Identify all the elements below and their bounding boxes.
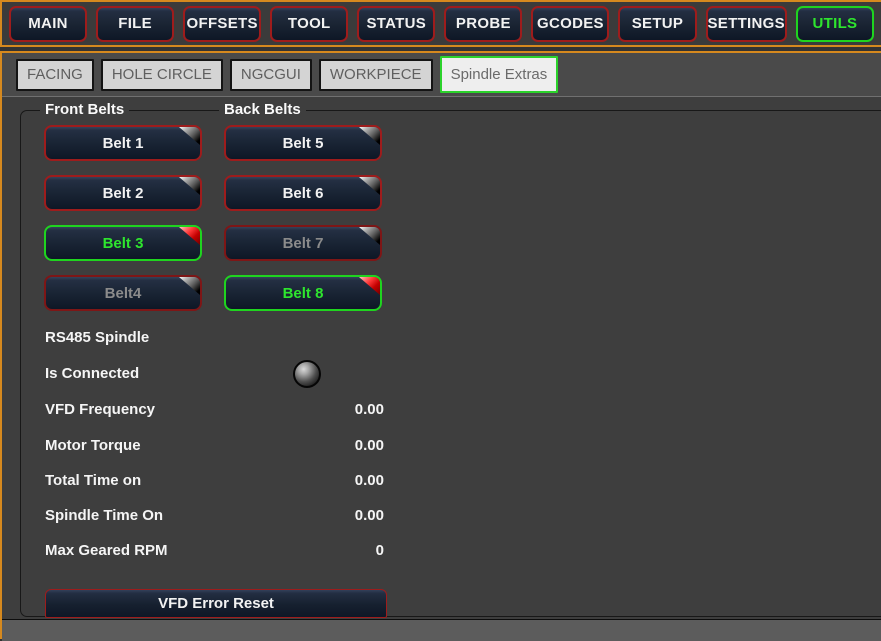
vfd-frequency-label: VFD Frequency: [45, 401, 156, 418]
tab-facing[interactable]: FACING: [16, 58, 94, 91]
max-geared-rpm-label: Max Geared RPM: [45, 542, 168, 559]
belt-4-button[interactable]: Belt4: [44, 275, 202, 311]
nav-button-gcodes[interactable]: GCODES: [531, 5, 610, 42]
belt-3-label: Belt 3: [102, 234, 144, 252]
nav-button-settings[interactable]: SETTINGS: [705, 5, 787, 42]
tab-ngcgui[interactable]: NGCGUI: [229, 58, 312, 91]
bottom-status-strip: [2, 619, 881, 641]
is-connected-label: Is Connected: [45, 365, 140, 382]
top-nav-bar: MAIN FILE OFFSETS TOOL STATUS PROBE GCOD…: [0, 0, 881, 47]
corner-indicator-icon: [179, 127, 200, 145]
total-time-on-value: 0.00: [354, 472, 384, 489]
corner-indicator-icon: [359, 277, 380, 295]
nav-button-setup[interactable]: SETUP: [618, 5, 697, 42]
corner-indicator-icon: [359, 227, 380, 245]
vfd-error-reset-button[interactable]: VFD Error Reset: [45, 589, 387, 618]
nav-button-tool[interactable]: TOOL: [270, 5, 349, 42]
corner-indicator-icon: [179, 227, 200, 245]
belt-5-button[interactable]: Belt 5: [224, 125, 382, 161]
belt-7-button[interactable]: Belt 7: [224, 225, 382, 261]
spindle-time-on-label: Spindle Time On: [45, 507, 164, 524]
belt-4-label: Belt4: [104, 284, 142, 302]
motor-torque-label: Motor Torque: [45, 437, 141, 454]
total-time-on-label: Total Time on: [45, 472, 142, 489]
belt-8-button[interactable]: Belt 8: [224, 275, 382, 311]
belt-2-button[interactable]: Belt 2: [44, 175, 202, 211]
belt-8-label: Belt 8: [282, 284, 324, 302]
belt-5-label: Belt 5: [282, 134, 324, 152]
utils-tab-bar: FACING HOLE CIRCLE NGCGUI WORKPIECE Spin…: [2, 53, 881, 97]
spindle-time-on-value: 0.00: [354, 507, 384, 524]
nav-button-file[interactable]: FILE: [96, 5, 175, 42]
rs485-spindle-title: RS485 Spindle: [45, 329, 150, 346]
corner-indicator-icon: [179, 277, 200, 295]
belt-1-button[interactable]: Belt 1: [44, 125, 202, 161]
corner-indicator-icon: [359, 177, 380, 195]
belt-6-label: Belt 6: [282, 184, 324, 202]
tab-workpiece[interactable]: WORKPIECE: [318, 58, 433, 91]
belt-3-button[interactable]: Belt 3: [44, 225, 202, 261]
belts-group-box: [20, 110, 881, 617]
corner-indicator-icon: [179, 177, 200, 195]
tab-hole-circle[interactable]: HOLE CIRCLE: [100, 58, 223, 91]
belt-2-label: Belt 2: [102, 184, 144, 202]
belt-1-label: Belt 1: [102, 134, 144, 152]
utils-page: FACING HOLE CIRCLE NGCGUI WORKPIECE Spin…: [0, 51, 881, 641]
vfd-frequency-value: 0.00: [354, 401, 384, 418]
belt-7-label: Belt 7: [282, 234, 324, 252]
spindle-extras-panel: Front Belts Back Belts Belt 1 Belt 2 Bel…: [2, 97, 881, 619]
motor-torque-value: 0.00: [354, 437, 384, 454]
max-geared-rpm-value: 0: [375, 542, 384, 559]
nav-button-probe[interactable]: PROBE: [444, 5, 523, 42]
back-belts-title: Back Belts: [219, 100, 306, 119]
nav-button-status[interactable]: STATUS: [357, 5, 436, 42]
tab-spindle-extras[interactable]: Spindle Extras: [439, 56, 559, 93]
corner-indicator-icon: [359, 127, 380, 145]
nav-button-utils[interactable]: UTILS: [795, 5, 874, 42]
nav-button-offsets[interactable]: OFFSETS: [183, 5, 262, 42]
front-belts-title: Front Belts: [40, 100, 130, 119]
connection-led-indicator: [293, 360, 321, 388]
belt-6-button[interactable]: Belt 6: [224, 175, 382, 211]
nav-button-main[interactable]: MAIN: [9, 5, 88, 42]
